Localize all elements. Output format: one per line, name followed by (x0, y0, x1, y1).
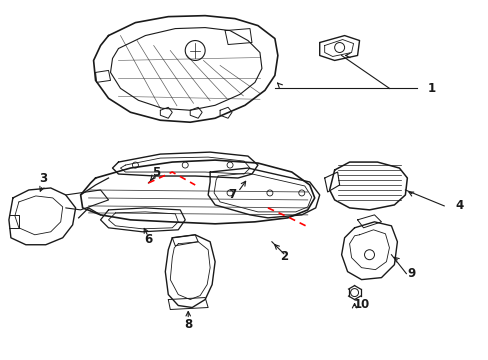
Text: 5: 5 (152, 166, 160, 179)
Text: 7: 7 (227, 188, 236, 202)
Text: 10: 10 (353, 298, 369, 311)
Text: 8: 8 (183, 318, 192, 331)
Text: 4: 4 (454, 199, 462, 212)
Text: 3: 3 (39, 171, 47, 185)
Text: 2: 2 (279, 250, 287, 263)
Text: 1: 1 (427, 82, 434, 95)
Text: 9: 9 (407, 267, 415, 280)
Text: 6: 6 (144, 233, 152, 246)
